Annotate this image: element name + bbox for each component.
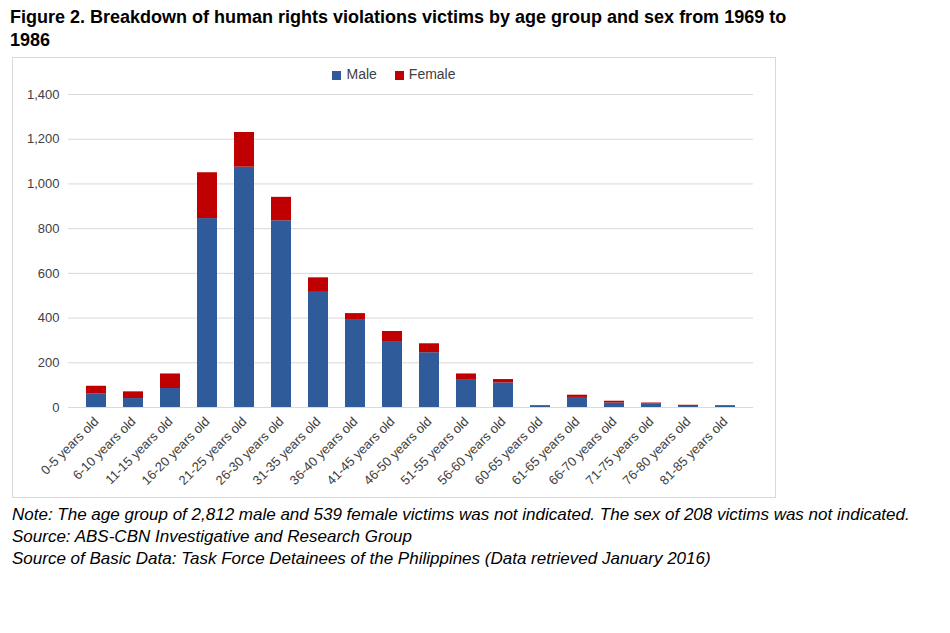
svg-text:400: 400: [38, 310, 60, 325]
svg-text:16-20 years old: 16-20 years old: [138, 413, 213, 488]
html-text:Source of Basic Data: Task For: Source of Basic Data: Task Force Detaine…: [12, 549, 711, 569]
svg-text:66-70 years old: 66-70 years old: [545, 413, 620, 488]
svg-text:200: 200: [38, 355, 60, 370]
svg-text:0: 0: [52, 400, 59, 415]
html-text:Male: Male: [346, 66, 377, 82]
svg-text:56-60 years old: 56-60 years old: [434, 413, 509, 488]
svg-text:1,200: 1,200: [27, 131, 60, 146]
svg-text:26-30 years old: 26-30 years old: [212, 413, 287, 488]
svg-text:51-55 years old: 51-55 years old: [397, 413, 472, 488]
svg-text:61-65 years old: 61-65 years old: [508, 413, 583, 488]
svg-text:11-15 years old: 11-15 years old: [102, 413, 176, 488]
svg-text:800: 800: [38, 221, 60, 236]
svg-text:0-5 years old: 0-5 years old: [37, 413, 102, 478]
svg-text:36-40 years old: 36-40 years old: [286, 413, 361, 488]
svg-text:41-45 years old: 41-45 years old: [323, 413, 398, 488]
html-text:Female: Female: [408, 66, 456, 82]
html-text:Note: The age group of 2,812 m: Note: The age group of 2,812 male and 53…: [12, 505, 910, 524]
svg-text:71-75 years old: 71-75 years old: [582, 413, 657, 488]
svg-text:60-65 years old: 60-65 years old: [471, 413, 546, 488]
svg-text:1,400: 1,400: [27, 87, 60, 102]
html-text:Figure 2. Breakdown of human r: Figure 2. Breakdown of human rights viol…: [10, 7, 787, 50]
svg-text:600: 600: [38, 266, 60, 281]
svg-text:76-80 years old: 76-80 years old: [619, 413, 694, 488]
svg-text:31-35 years old: 31-35 years old: [249, 413, 324, 488]
svg-text:21-25 years old: 21-25 years old: [175, 413, 250, 488]
svg-text:6-10 years old: 6-10 years old: [70, 414, 139, 483]
svg-text:46-50 years old: 46-50 years old: [360, 413, 435, 488]
html-text:Source: ABS-CBN Investigative: Source: ABS-CBN Investigative and Resear…: [12, 527, 412, 547]
svg-text:81-85 years old: 81-85 years old: [657, 414, 731, 488]
svg-text:1,000: 1,000: [27, 176, 60, 191]
